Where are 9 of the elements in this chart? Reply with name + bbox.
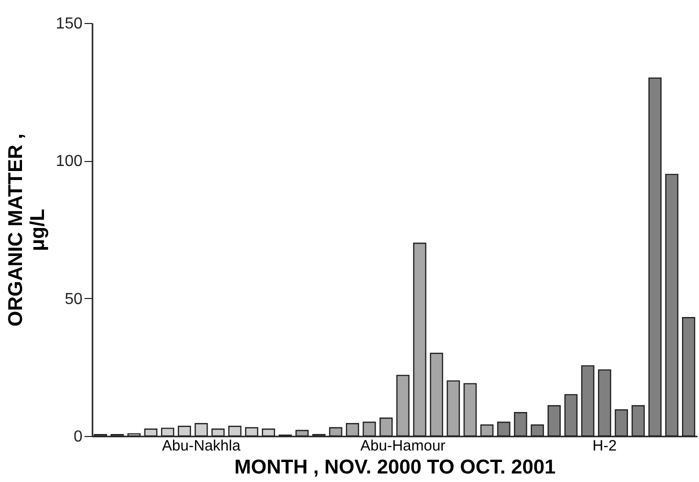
x-axis-title: MONTH , NOV. 2000 TO OCT. 2001 (234, 456, 556, 478)
y-tick-label: 150 (56, 16, 83, 32)
y-tick-label: 100 (56, 153, 83, 170)
y-tick-label: 0 (74, 428, 83, 446)
y-axis-title: ORGANIC MATTER , μg/L (4, 134, 49, 326)
x-tick-label: Abu-Nakhla (162, 438, 242, 454)
y-tick-label: 50 (64, 290, 83, 308)
x-tick-label: H-2 (592, 438, 617, 454)
x-tick-label: Abu-Hamour (360, 438, 446, 454)
